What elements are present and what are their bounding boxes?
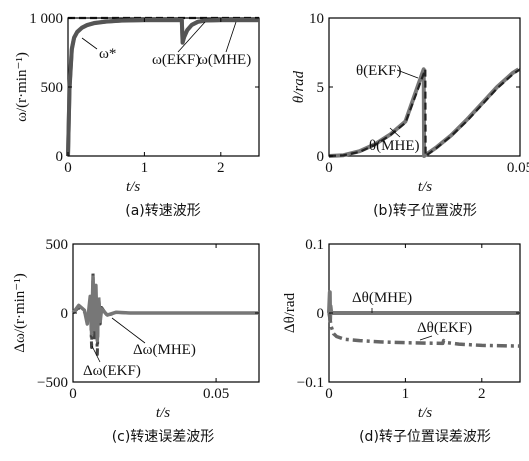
- axes-d: 0 1 2−0.100.1: [297, 237, 520, 402]
- annotation-leader-2: [225, 21, 237, 53]
- annotation-domega-ekf: Δω(EKF): [83, 363, 141, 379]
- x-tick-label-d-0: 0: [325, 386, 333, 402]
- y-axis-label-a: ω/(r·min⁻¹): [14, 52, 30, 122]
- annotation-dtheta-ekf: Δθ(EKF): [417, 320, 472, 336]
- annotation-leader-1: [177, 21, 206, 53]
- annotation-omega-mhe: ω(MHE): [198, 52, 251, 68]
- y-axis-label-b: θ/rad: [291, 70, 307, 103]
- x-axis-label-a: t/s: [126, 179, 140, 195]
- y-axis-label-d: Δθ/rad: [282, 292, 298, 333]
- series-line-c-1: [71, 275, 259, 343]
- annotation-leader-5: [111, 317, 146, 344]
- y-tick-label-a-0: 0: [56, 149, 64, 165]
- series-line-a-1: [66, 18, 259, 157]
- annotation-omega-ref: ω*: [99, 46, 116, 62]
- y-tick-label-c-1: 0: [61, 306, 69, 322]
- annotation-leader-8: [419, 335, 433, 341]
- y-tick-label-b-1: 5: [317, 80, 325, 96]
- x-tick-label-b-1: 0.05: [507, 160, 529, 176]
- caption-d: (d)转子位置误差波形: [359, 429, 491, 445]
- y-axis-label-c: Δω/(r·min⁻¹): [12, 273, 28, 352]
- annotation-leader-4: [389, 127, 401, 138]
- caption-a: (a)转速波形: [125, 203, 201, 219]
- series-group-b: [328, 67, 521, 158]
- series-line-d-1: [327, 312, 521, 348]
- x-tick-label-d-2: 2: [478, 386, 486, 402]
- caption-c: (c)转速误差波形: [112, 429, 215, 445]
- series-line-b-0: [328, 67, 520, 158]
- annotation-leader-3: [396, 69, 419, 79]
- x-tick-label-a-0: 0: [64, 160, 72, 176]
- annotation-leader-0: [81, 37, 98, 50]
- y-tick-label-d-1: 0: [317, 306, 325, 322]
- axes-b: 0 0.05 0 5 10: [309, 11, 529, 176]
- y-tick-label-b-2: 10: [309, 11, 324, 27]
- y-tick-label-d-0: −0.1: [297, 375, 324, 391]
- annotation-domega-mhe: Δω(MHE): [133, 342, 196, 358]
- caption-b: (b)转子位置波形: [373, 203, 477, 219]
- series-group-c: [71, 270, 259, 356]
- annotation-omega-ekf: ω(EKF): [152, 52, 200, 68]
- x-axis-label-b: t/s: [418, 179, 432, 195]
- panel-b: 0 0.05 0 5 10 t/s θ/rad (b)转子位置波形 θ(EKF) θ(M…: [291, 11, 529, 219]
- series-line-b-1: [328, 68, 521, 158]
- x-axis-label-d: t/s: [418, 405, 432, 421]
- x-tick-label-b-0: 0: [325, 160, 333, 176]
- annotation-leader-6: [91, 345, 101, 363]
- y-tick-label-a-2: 1 000: [29, 11, 63, 27]
- annotation-dtheta-mhe: Δθ(MHE): [352, 290, 412, 306]
- x-tick-label-c-1: 0.05: [203, 386, 229, 402]
- annotation-theta-ekf: θ(EKF): [356, 63, 402, 79]
- y-tick-label-a-1: 500: [41, 80, 64, 96]
- annotation-theta-mhe: θ(MHE): [369, 138, 420, 154]
- x-axis-label-c: t/s: [156, 405, 170, 421]
- y-tick-label-b-0: 0: [317, 149, 325, 165]
- y-tick-label-d-2: 0.1: [305, 237, 324, 253]
- panel-d: 0 1 2−0.100.1 t/s Δθ/rad (d)转子位置误差波形 Δθ(MH…: [282, 237, 521, 445]
- x-tick-label-a-1: 1: [141, 160, 149, 176]
- y-tick-label-c-0: −500: [37, 375, 68, 391]
- x-tick-label-d-1: 1: [402, 386, 410, 402]
- x-tick-label-a-2: 2: [217, 160, 225, 176]
- y-tick-label-c-2: 500: [46, 237, 69, 253]
- axes-a: 0 1 2 0 500 1 000: [29, 11, 259, 176]
- series-line-a-2: [66, 18, 259, 157]
- x-tick-label-c-0: 0: [69, 386, 77, 402]
